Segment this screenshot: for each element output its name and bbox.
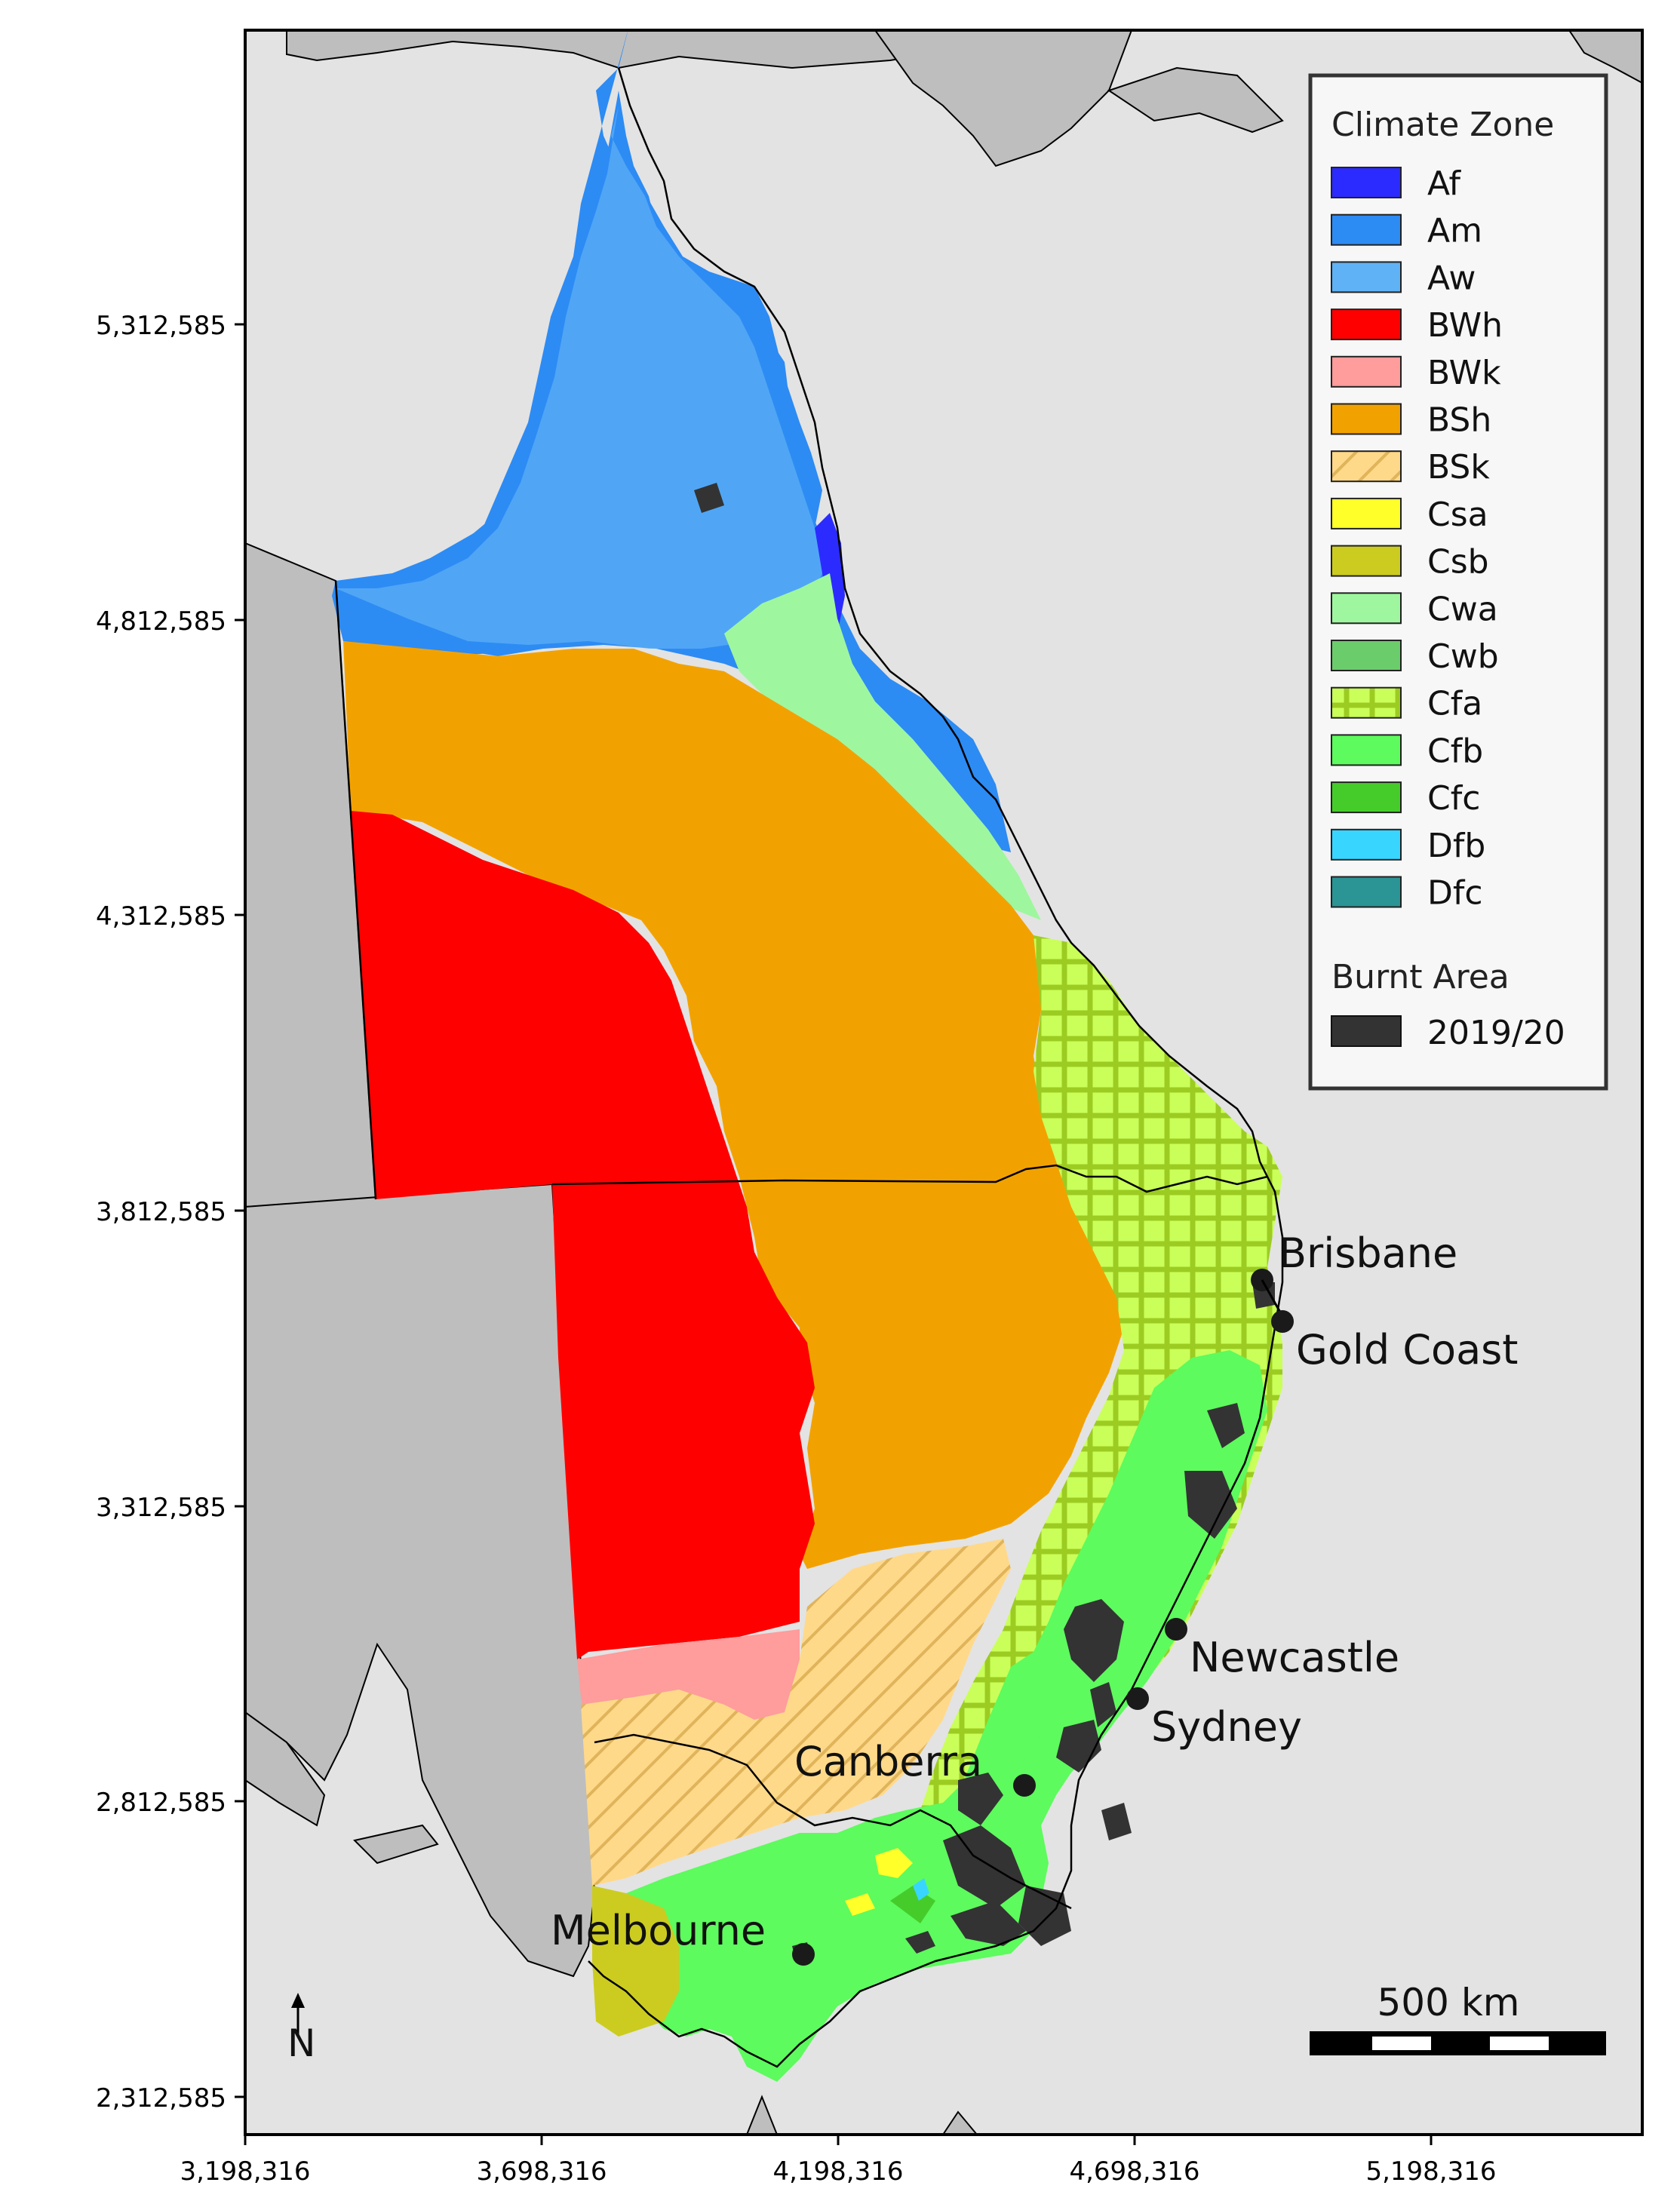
legend-swatch-csb	[1331, 545, 1402, 577]
y-tick-label: 4,812,585	[96, 606, 226, 637]
city-label-melbourne: Melbourne	[551, 1907, 766, 1954]
zone-Aw	[336, 106, 830, 649]
city-label-canberra: Canberra	[794, 1738, 982, 1785]
x-tick-label: 4,698,316	[1069, 2156, 1199, 2187]
city-marker-newcastle	[1165, 1618, 1187, 1641]
city-label-brisbane: Brisbane	[1279, 1229, 1457, 1277]
x-tick-label: 5,198,316	[1365, 2156, 1496, 2187]
zone-Cwa	[724, 573, 1041, 920]
city-label-gold-coast: Gold Coast	[1296, 1326, 1518, 1374]
y-tick-label: 3,312,585	[96, 1493, 226, 1523]
city-marker-canberra	[1013, 1774, 1036, 1797]
y-axis: 5,312,585 4,812,585 4,312,585 3,812,585 …	[96, 311, 245, 2113]
city-markers: Brisbane Gold Coast Newcastle Sydney Can…	[551, 1229, 1518, 1966]
legend-swatch-bwk	[1331, 355, 1402, 388]
legend-swatch-dfb	[1331, 828, 1402, 861]
legend-label-bwh: BWh	[1427, 306, 1503, 345]
north-label: N	[287, 2021, 315, 2065]
legend-swatch-af	[1331, 167, 1402, 198]
y-tick-label: 2,312,585	[96, 2083, 226, 2113]
east-coastline	[588, 67, 1284, 2068]
city-marker-melbourne	[792, 1943, 815, 1966]
state-boundary-qld-nsw	[551, 1164, 1268, 1193]
kangaroo-island	[353, 1824, 439, 1865]
legend-items: Af Am Aw BWh BWk BSh BSk Csa Csb Cwa Cwb Cfa Cfb Cfc D…	[1331, 164, 1503, 913]
legend-label-cwa: Cwa	[1427, 590, 1498, 628]
legend-swatch-cwa	[1331, 592, 1402, 625]
y-tick-label: 2,812,585	[96, 1788, 226, 1818]
scale-bar-label: 500 km	[1377, 1981, 1520, 2024]
legend-swatch-am	[1331, 213, 1402, 246]
eyre-peninsula-land	[245, 1711, 326, 1827]
y-tick-label: 4,312,585	[96, 901, 226, 932]
legend-label-af: Af	[1427, 164, 1462, 203]
south-australia-land	[245, 1183, 596, 1978]
legend-label-cfa: Cfa	[1427, 685, 1482, 723]
legend-swatch-cfa	[1331, 686, 1402, 719]
legend-label-csa: Csa	[1427, 496, 1488, 534]
legend-swatch-aw	[1331, 261, 1402, 293]
zone-BWk	[577, 1629, 800, 1742]
x-tick-label: 4,198,316	[772, 2156, 903, 2187]
legend-swatch-cwb	[1331, 640, 1402, 671]
x-axis: 3,198,316 3,698,316 4,198,316 4,698,316 …	[180, 2135, 1497, 2187]
city-marker-sydney	[1126, 1687, 1149, 1710]
legend-label-dfb: Dfb	[1427, 827, 1485, 865]
north-arrow: N	[287, 1993, 315, 2065]
city-label-newcastle: Newcastle	[1190, 1634, 1399, 1681]
north-arrow-icon	[291, 1993, 305, 2008]
legend-label-dfc: Dfc	[1427, 874, 1483, 913]
zone-Csa	[845, 1848, 913, 1916]
legend-label-cfc: Cfc	[1427, 779, 1480, 818]
legend-label-am: Am	[1427, 212, 1482, 250]
city-marker-gold-coast	[1271, 1310, 1294, 1333]
city-label-sydney: Sydney	[1151, 1703, 1302, 1751]
plot-frame	[244, 29, 1644, 2136]
legend: Climate Zone Af Am Aw BWh BWk BSh BSk Csa Csb Cwa…	[1308, 73, 1608, 1091]
zone-Dfb	[913, 1878, 929, 1901]
zone-BSk	[581, 1539, 1011, 1886]
legend-label-cwb: Cwb	[1427, 637, 1499, 676]
scale-bar: 500 km	[1310, 1981, 1606, 2055]
legend-swatch-csa	[1331, 497, 1402, 529]
legend-burnt-title: Burnt Area	[1331, 958, 1510, 996]
legend-label-csb: Csb	[1427, 543, 1489, 582]
x-tick-label: 3,698,316	[476, 2156, 607, 2187]
state-boundary-nt-qld	[334, 580, 377, 1200]
islands-northeast	[1107, 66, 1284, 134]
legend-label-bsh: BSh	[1427, 401, 1491, 440]
tasmania-tip	[745, 2095, 978, 2135]
legend-title: Climate Zone	[1331, 106, 1554, 144]
legend-swatch-bwh	[1331, 308, 1402, 341]
legend-label-bsk: BSk	[1427, 448, 1490, 487]
legend-label-burnt: 2019/20	[1427, 1014, 1565, 1052]
y-tick-label: 3,812,585	[96, 1197, 226, 1227]
legend-swatch-cfc	[1331, 781, 1402, 814]
x-tick-label: 3,198,316	[180, 2156, 310, 2187]
burnt-areas	[694, 483, 1275, 1961]
legend-swatch-dfc	[1331, 876, 1402, 908]
zone-Csb	[592, 1886, 679, 2037]
y-tick-label: 5,312,585	[96, 311, 226, 341]
zone-Cfb	[596, 1350, 1267, 2082]
legend-swatch-bsk	[1331, 450, 1402, 483]
legend-swatch-bsh	[1331, 403, 1402, 435]
legend-swatch-cfb	[1331, 734, 1402, 766]
new-guinea-east	[874, 30, 1133, 167]
zone-BWh	[351, 811, 815, 1659]
zone-BSh	[343, 641, 1124, 1569]
legend-label-cfb: Cfb	[1427, 732, 1483, 770]
legend-label-aw: Aw	[1427, 259, 1476, 297]
legend-swatch-burnt	[1331, 1015, 1402, 1047]
legend-label-bwk: BWk	[1427, 354, 1501, 392]
state-boundary-nsw-vic	[594, 1733, 1072, 1910]
islands-far-northeast	[1568, 30, 1642, 84]
